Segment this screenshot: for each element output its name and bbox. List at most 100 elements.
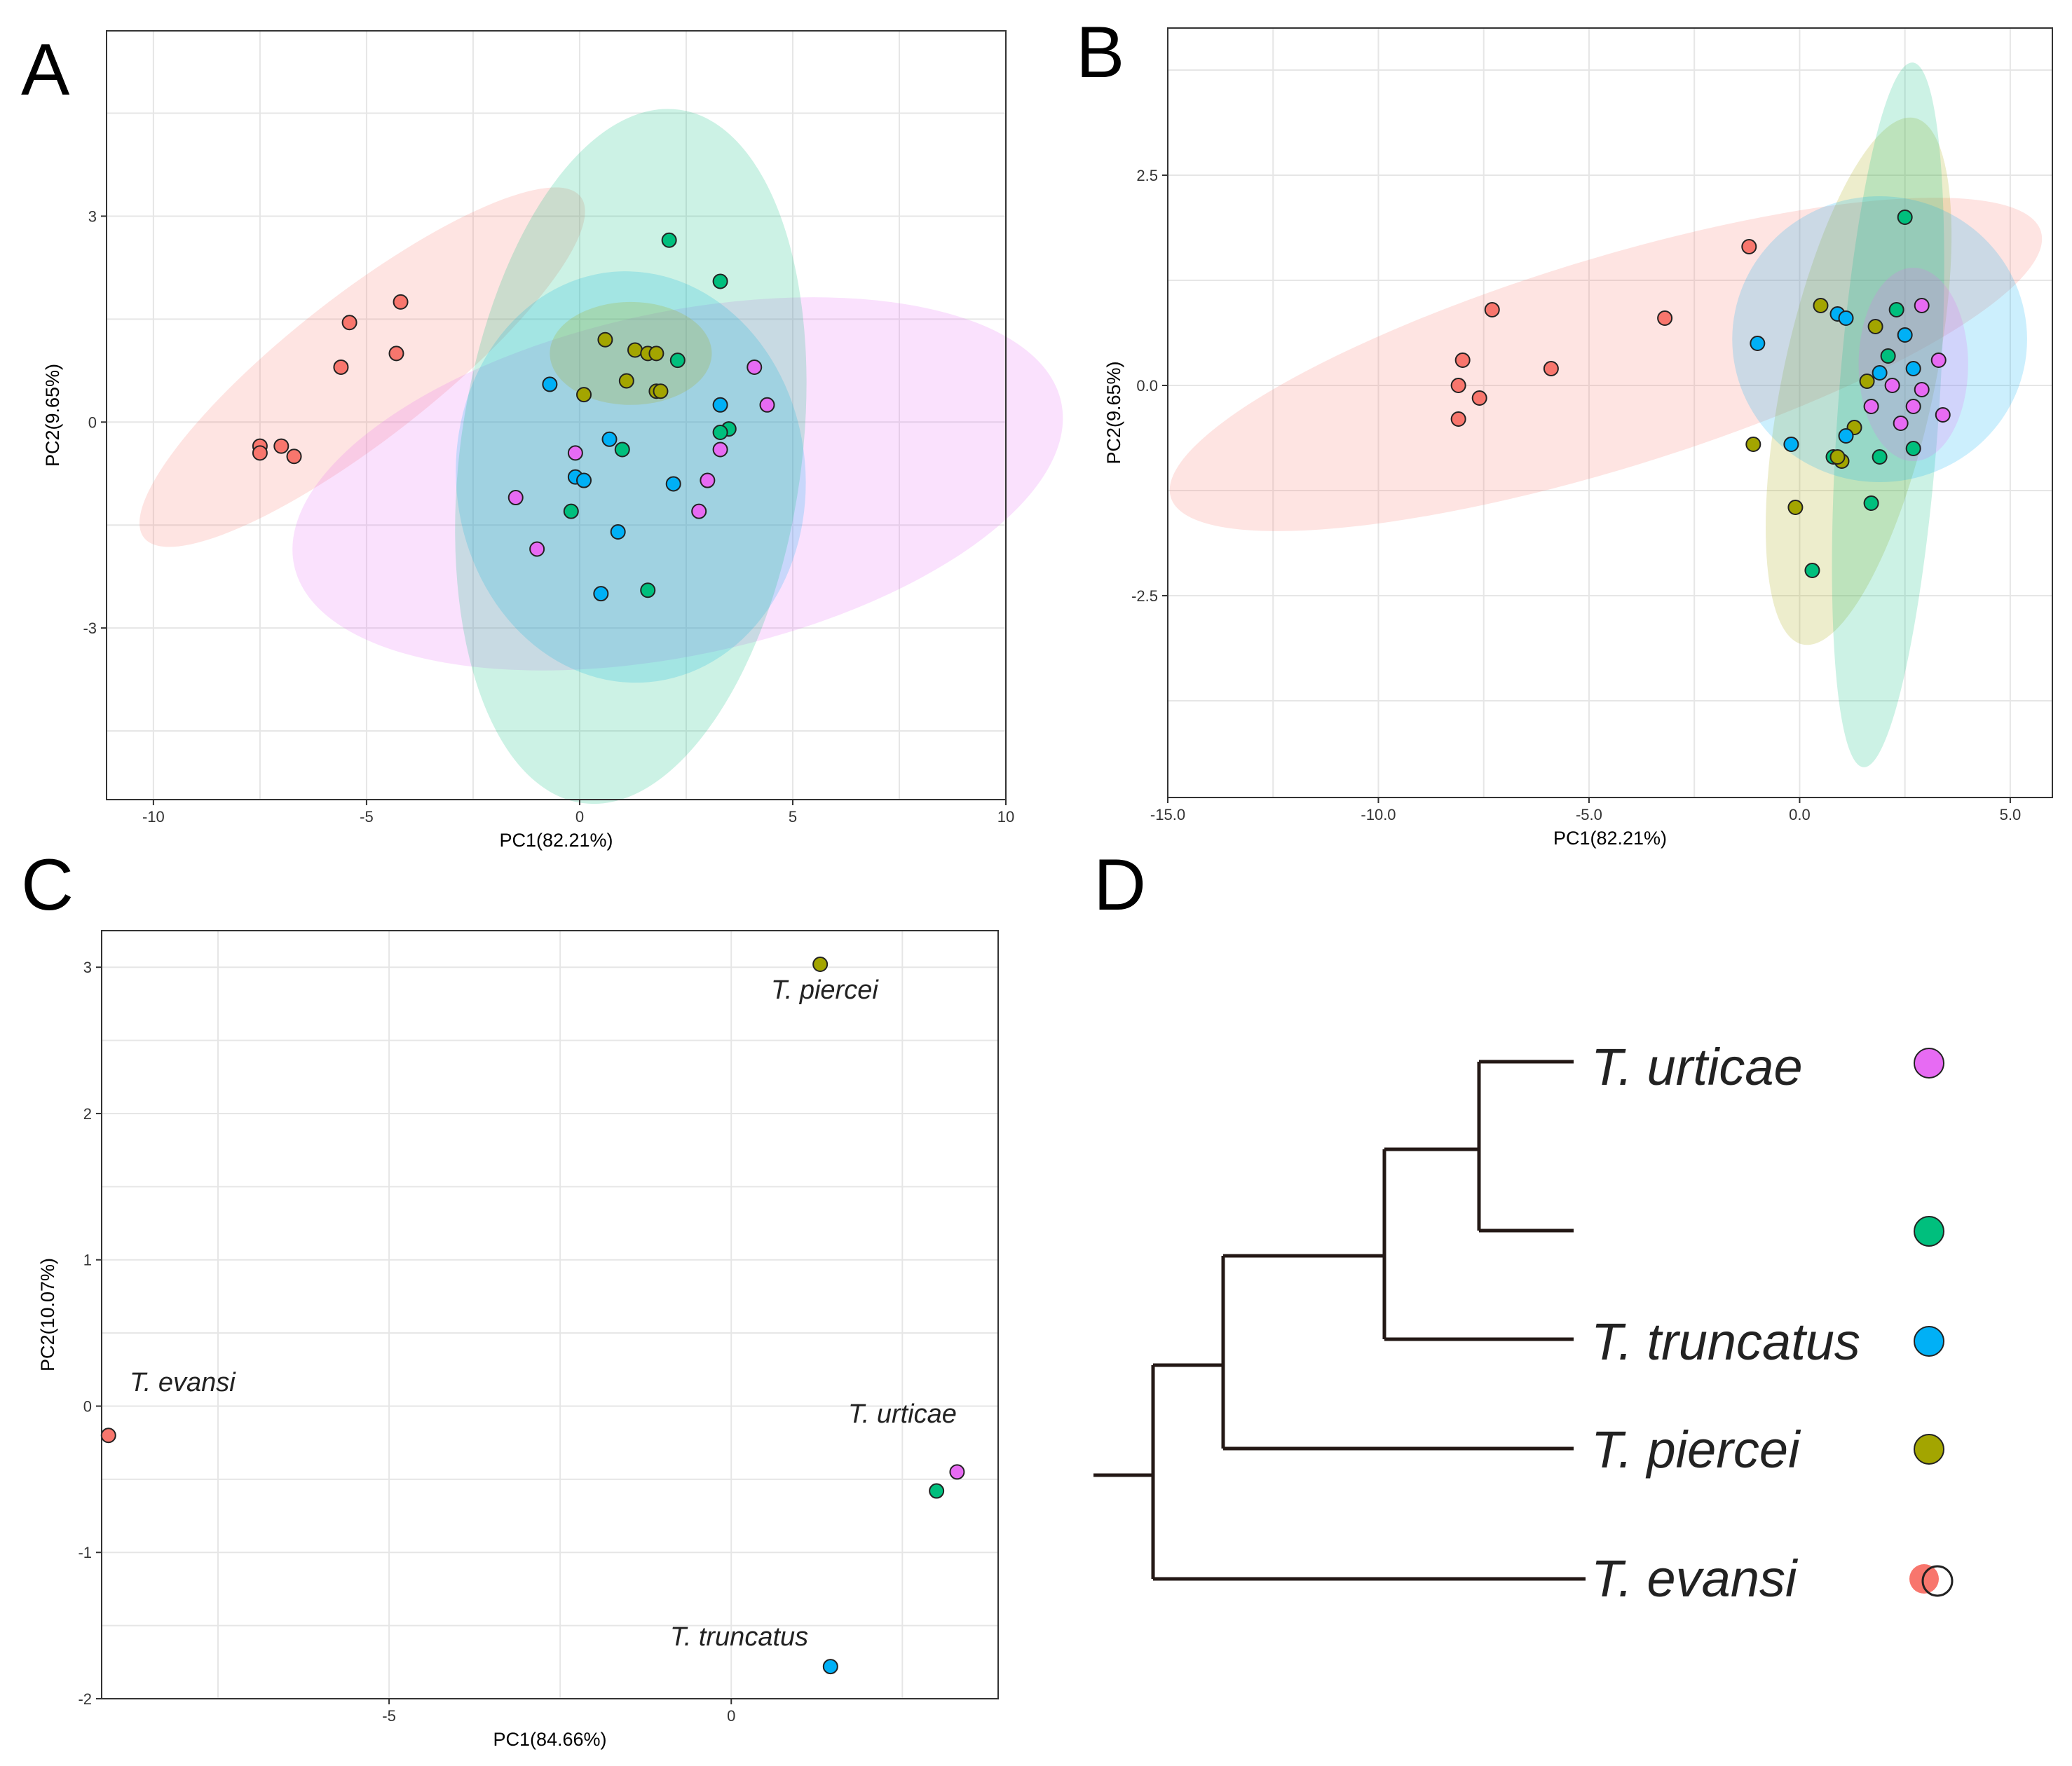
data-point-t-pueraricola [1880, 348, 1896, 364]
data-point-t-urticae [1863, 399, 1879, 414]
data-point-t-truncatus [601, 431, 618, 447]
tree-label-t-urticae: T. urticae [1591, 1038, 1803, 1096]
tree-label-t-evansi: T. evansi [1591, 1549, 1799, 1608]
panel-letter-a: A [21, 29, 70, 111]
data-point-t-piercei [1829, 449, 1846, 465]
y-tick-label: 0 [83, 1397, 92, 1415]
data-point-t-evansi [100, 1428, 116, 1444]
x-tick-label: -15.0 [1150, 806, 1185, 823]
label-t-piercei: T. piercei [771, 976, 879, 1005]
data-point-t-piercei [1859, 374, 1875, 389]
data-point-t-evansi [341, 315, 357, 331]
tree-label-t-truncatus: T. truncatus [1591, 1313, 1860, 1371]
data-point-t-urticae [691, 503, 707, 519]
data-point-t-evansi [333, 359, 349, 375]
data-point-t-truncatus [665, 476, 681, 492]
data-point-t-truncatus [593, 586, 609, 602]
data-point-t-evansi [1450, 378, 1466, 393]
y-tick-label: 2.5 [1136, 167, 1158, 184]
legend-dot-t-truncatus [1914, 1326, 1944, 1357]
data-point-t-piercei [1813, 298, 1829, 313]
data-point-t-pueraricola [563, 503, 579, 519]
data-point-t-truncatus [822, 1659, 838, 1675]
data-point-t-evansi [252, 445, 268, 461]
data-point-t-evansi [273, 438, 289, 454]
plot-frame [101, 930, 999, 1699]
x-tick-label: 5.0 [2000, 806, 2022, 823]
data-point-t-pueraricola [669, 352, 686, 369]
data-point-t-pueraricola [1888, 302, 1904, 317]
data-point-t-urticae [1935, 407, 1951, 423]
legend-dot-t-urticae [1914, 1048, 1944, 1079]
y-axis-title: PC2(9.65%) [1103, 361, 1124, 464]
data-point-t-piercei [576, 387, 592, 403]
tree-node-2 [1221, 1254, 1574, 1451]
data-point-t-urticae [1914, 298, 1930, 313]
data-point-t-evansi [393, 294, 409, 310]
data-point-t-evansi [1471, 390, 1487, 406]
label-t-urticae: T. urticae [848, 1399, 957, 1429]
data-point-t-piercei [1745, 437, 1761, 452]
data-point-t-piercei [648, 345, 664, 362]
data-point-t-piercei [597, 331, 613, 348]
data-point-t-urticae [747, 359, 763, 375]
data-point-t-evansi [1450, 411, 1466, 427]
confidence-ellipse-t-piercei [1766, 117, 1952, 645]
data-point-t-evansi [1543, 361, 1559, 376]
panel-letter-b: B [1076, 12, 1124, 93]
y-tick-label: -2 [78, 1690, 92, 1708]
data-point-t-urticae [1914, 382, 1930, 397]
y-tick-label: 0 [88, 413, 97, 431]
data-point-t-urticae [1884, 378, 1900, 393]
tree-label-t-piercei: T. piercei [1591, 1421, 1801, 1479]
label-t-evansi: T. evansi [130, 1368, 236, 1397]
data-point-t-urticae [1930, 352, 1947, 368]
tree-node-3 [1382, 1147, 1574, 1341]
data-point-t-pueraricola [712, 273, 728, 289]
data-point-t-truncatus [610, 524, 626, 540]
x-tick-label: -10 [142, 808, 165, 826]
data-point-t-urticae [1905, 399, 1921, 414]
data-point-t-truncatus [1872, 365, 1888, 381]
y-tick-label: 1 [83, 1252, 92, 1269]
data-point-t-truncatus [1750, 336, 1766, 351]
data-point-t-truncatus [1838, 310, 1854, 326]
legend-dot-t-evansi [1909, 1564, 1939, 1594]
x-tick-label: 10 [997, 808, 1014, 826]
data-point-t-truncatus [1838, 428, 1854, 444]
data-point-t-evansi [286, 449, 302, 465]
data-point-t-urticae [567, 445, 583, 461]
data-point-t-pueraricola [712, 424, 728, 440]
confidence-ellipse-t-truncatus [1732, 196, 2027, 482]
x-tick-label: -5 [360, 808, 374, 826]
confidence-ellipse-t-truncatus [456, 271, 806, 683]
y-tick-label: 3 [83, 959, 92, 976]
data-point-t-pueraricola [640, 582, 656, 598]
data-point-t-pueraricola [1804, 563, 1820, 578]
data-point-t-piercei [1867, 319, 1883, 334]
data-point-t-pueraricola [661, 232, 677, 248]
panel-c-pca-plot: -5 0 -2 -1 0 1 2 3 PC1(84.66%) PC2(10.07%) [37, 930, 999, 1750]
tree-node-4 [1477, 1060, 1574, 1233]
data-point-t-urticae [507, 490, 524, 506]
data-point-t-pueraricola [1905, 441, 1921, 456]
data-point-t-piercei [812, 957, 829, 973]
legend-dot-t-evansi-outline [1921, 1565, 1954, 1597]
data-point-t-truncatus [542, 376, 558, 392]
x-tick-label: 0 [727, 1707, 735, 1725]
data-point-t-piercei [627, 342, 643, 358]
panel-letter-c: C [21, 844, 74, 926]
data-point-t-evansi [1657, 310, 1673, 326]
tree-node-1 [1151, 1363, 1586, 1581]
x-axis-title: PC1(82.21%) [499, 830, 613, 851]
x-tick-label: -5 [382, 1707, 396, 1725]
data-point-t-urticae [712, 441, 728, 458]
data-point-t-urticae [949, 1464, 965, 1480]
panel-a-pca-plot: -10 -5 0 5 10 -3 0 3 PC1(82.21%) PC2(9.65%) [42, 30, 1063, 851]
data-point-t-pueraricola [1897, 210, 1913, 225]
x-tick-label: -10.0 [1361, 806, 1396, 823]
data-point-t-piercei [653, 383, 669, 399]
data-point-t-truncatus [712, 397, 728, 413]
data-point-t-pueraricola [1872, 449, 1888, 465]
